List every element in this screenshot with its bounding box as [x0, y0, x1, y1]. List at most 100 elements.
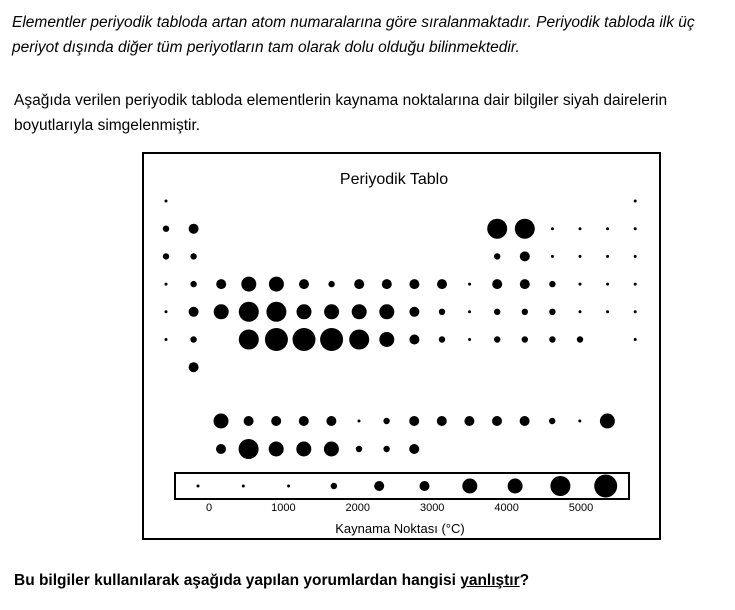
element-dot — [633, 227, 637, 231]
element-dot — [320, 328, 344, 351]
intro-paragraph: Elementler periyodik tabloda artan atom … — [12, 14, 695, 56]
f-block-element-dot — [298, 416, 309, 426]
element-dot — [494, 308, 501, 315]
element-dot — [606, 282, 610, 286]
element-dot — [188, 362, 199, 373]
element-dot — [606, 254, 610, 258]
element-dot — [468, 310, 472, 314]
element-dot — [492, 279, 503, 290]
element-dot — [578, 310, 582, 314]
f-block-element-dot — [409, 416, 420, 426]
figure-title: Periyodik Tablo — [340, 171, 448, 188]
f-block-element-dot — [296, 441, 312, 457]
element-dot — [190, 280, 197, 288]
element-dot — [549, 308, 556, 315]
element-dot — [379, 332, 395, 347]
legend-tick-labels: 0 1000 2000 3000 4000 5000 — [206, 502, 593, 514]
f-block-element-dot — [383, 445, 390, 453]
legend-dot — [462, 478, 478, 494]
f-block-element-dot — [323, 441, 339, 457]
element-dot — [521, 308, 528, 315]
element-dot — [190, 336, 197, 343]
element-dot — [292, 328, 316, 351]
f-block-element-dot — [238, 439, 259, 459]
f-block-element-dot — [326, 416, 337, 426]
legend-dot — [330, 482, 338, 490]
periodic-table-chart: Periyodik Tablo 0 1000 2000 3000 4000 5000 Ka… — [162, 171, 637, 536]
f-block-element-dot — [519, 416, 530, 426]
element-dot — [238, 301, 259, 322]
f-block-element-dot — [355, 445, 363, 453]
question-suffix: ? — [519, 572, 530, 589]
element-dot — [437, 279, 447, 290]
element-dot — [494, 336, 501, 343]
element-dot — [379, 304, 395, 320]
f-block-element-dot — [383, 417, 390, 425]
element-dot — [299, 279, 309, 290]
element-dot — [606, 227, 610, 231]
f-block-element-dot — [492, 416, 502, 426]
legend-dot — [374, 481, 385, 491]
legend-dot — [594, 474, 618, 498]
element-dot — [550, 227, 554, 231]
legend-tick-label: 5000 — [569, 502, 593, 514]
legend-box — [174, 472, 630, 500]
element-dot — [549, 336, 556, 343]
legend-title: Kaynama Noktası (°C) — [335, 521, 464, 536]
f-block-element-dot — [599, 413, 615, 429]
element-dot — [494, 253, 501, 260]
element-dot — [438, 336, 446, 343]
element-dot — [438, 308, 446, 315]
element-dot — [633, 254, 637, 258]
element-dot — [216, 279, 227, 290]
element-dot — [164, 199, 168, 203]
f-block-element-dot — [436, 416, 447, 426]
element-dot — [487, 218, 508, 239]
element-dot — [328, 280, 335, 288]
f-block-element-dot — [578, 419, 582, 423]
f-block-element-dot — [464, 416, 475, 426]
question-text: Bu bilgiler kullanılarak aşağıda yapılan… — [14, 572, 529, 590]
element-dot — [190, 253, 197, 260]
legend-tick-label: 1000 — [271, 502, 295, 514]
element-dot — [409, 279, 420, 290]
element-dot — [409, 306, 420, 317]
question-underlined: yanlıştır — [460, 572, 520, 589]
element-dot — [633, 338, 637, 341]
element-dot — [409, 334, 420, 345]
legend-dot — [241, 484, 245, 488]
element-dot — [164, 338, 168, 341]
f-block-element-dot — [549, 417, 556, 425]
element-dot — [264, 328, 288, 351]
element-dot — [578, 254, 582, 258]
element-dot — [633, 199, 637, 203]
description-paragraph: Aşağıda verilen periyodik tabloda elemen… — [14, 92, 668, 134]
element-dot — [633, 310, 637, 314]
f-block-element-dot — [357, 419, 361, 423]
f-block-element-dot — [409, 444, 420, 454]
element-dot — [468, 338, 472, 341]
element-dot — [188, 306, 199, 317]
element-dot — [354, 279, 365, 290]
element-dot — [351, 304, 367, 320]
legend-dot — [507, 478, 523, 494]
element-dot — [164, 310, 168, 314]
element-dot — [550, 254, 554, 258]
element-dot — [268, 276, 284, 292]
legend-tick-label: 0 — [206, 502, 212, 514]
element-dot — [324, 304, 340, 320]
element-dot — [241, 276, 257, 292]
legend-dot — [287, 484, 291, 488]
f-block-element-dot — [243, 416, 254, 426]
f-block-grid — [213, 413, 615, 459]
element-dot — [213, 304, 229, 320]
element-dot — [238, 329, 259, 350]
element-dot — [164, 282, 168, 286]
periodic-table-figure: Periyodik Tablo 0 1000 2000 3000 4000 5000 Ka… — [142, 152, 661, 540]
element-dot — [266, 301, 287, 322]
element-dot — [576, 336, 584, 343]
element-dot — [519, 251, 530, 262]
f-block-element-dot — [271, 416, 282, 426]
f-block-element-dot — [213, 413, 229, 429]
element-dot — [296, 304, 312, 320]
